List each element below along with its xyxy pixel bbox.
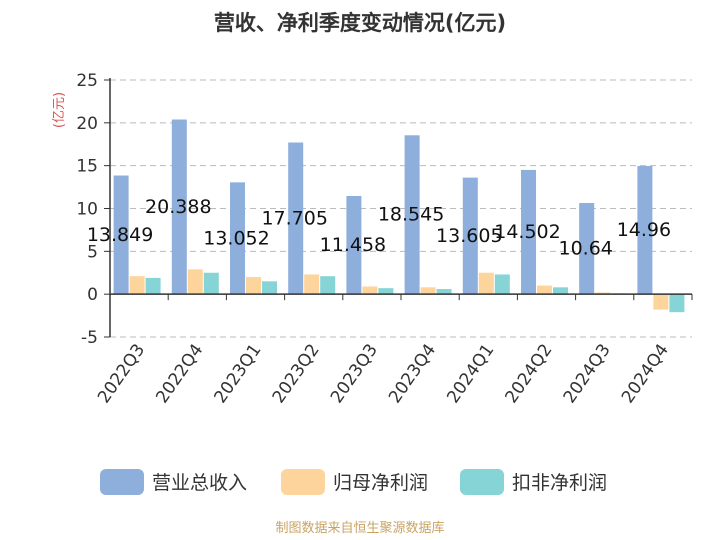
bar-3 — [378, 288, 394, 295]
y-tick-label: -5 — [81, 328, 98, 348]
x-tick-label: 2023Q2 — [269, 340, 324, 407]
data-label: 13.849 — [87, 224, 153, 246]
data-label: 14.96 — [617, 219, 671, 241]
bar-3 — [553, 287, 568, 295]
data-label: 10.64 — [558, 238, 612, 260]
data-label: 17.705 — [261, 207, 327, 229]
bar-2 — [653, 294, 669, 310]
x-tick-label: 2024Q2 — [502, 340, 557, 407]
bar-1 — [521, 169, 536, 295]
legend-label: 归母净利润 — [333, 472, 428, 494]
x-tick-label: 2024Q1 — [443, 340, 498, 407]
bar-1 — [346, 196, 362, 295]
y-tick-label: 25 — [76, 71, 98, 91]
bar-3 — [262, 281, 277, 295]
legend-label: 营业总收入 — [152, 472, 247, 494]
legend-label: 扣非净利润 — [512, 472, 607, 494]
x-tick-label: 2024Q3 — [560, 340, 615, 407]
y-tick-label: 15 — [76, 157, 98, 177]
bar-1 — [579, 203, 595, 295]
bar-2 — [187, 269, 203, 295]
bar-1 — [171, 119, 187, 295]
chart-title: 营收、净利季度变动情况(亿元) — [214, 11, 506, 35]
bar-2 — [595, 292, 611, 295]
bar-1 — [637, 166, 653, 295]
bar-3 — [320, 276, 336, 295]
bar-2 — [537, 285, 552, 295]
x-tick-label: 2023Q3 — [327, 340, 382, 407]
bar-3 — [494, 274, 510, 295]
bar-2 — [246, 277, 261, 295]
bar-2 — [129, 276, 145, 295]
bar-1 — [288, 142, 304, 295]
bar-1 — [230, 182, 245, 295]
y-tick-label: 20 — [76, 114, 98, 134]
x-tick-label: 2022Q4 — [152, 340, 207, 407]
data-label: 11.458 — [320, 234, 386, 256]
bar-1 — [462, 177, 478, 295]
bar-2 — [420, 287, 436, 295]
y-tick-label: 0 — [87, 285, 98, 305]
bar-1 — [113, 175, 129, 295]
legend-swatch — [100, 469, 144, 495]
data-label: 13.605 — [436, 225, 502, 247]
x-tick-label: 2022Q3 — [94, 340, 149, 407]
bar-3 — [669, 294, 685, 313]
bar-3 — [436, 289, 452, 295]
x-tick-label: 2024Q4 — [618, 340, 673, 407]
legend-swatch — [460, 469, 504, 495]
bar-2 — [362, 286, 378, 295]
bar-2 — [304, 274, 320, 295]
bar-3 — [203, 272, 219, 295]
x-tick-label: 2023Q4 — [385, 340, 440, 407]
data-label: 18.545 — [378, 204, 444, 226]
bar-3 — [145, 277, 161, 295]
y-tick-label: 10 — [76, 200, 98, 220]
data-label: 14.502 — [494, 221, 560, 243]
y-axis-label: (亿元) — [52, 92, 67, 128]
data-label: 13.052 — [203, 227, 269, 249]
bar-1 — [404, 135, 420, 295]
data-label: 20.388 — [145, 196, 211, 218]
source-footer: 制图数据来自恒生聚源数据库 — [275, 520, 444, 536]
bar-2 — [478, 272, 494, 295]
y-tick-label: 5 — [87, 242, 98, 262]
legend-swatch — [281, 469, 325, 495]
x-tick-label: 2023Q1 — [211, 340, 266, 407]
